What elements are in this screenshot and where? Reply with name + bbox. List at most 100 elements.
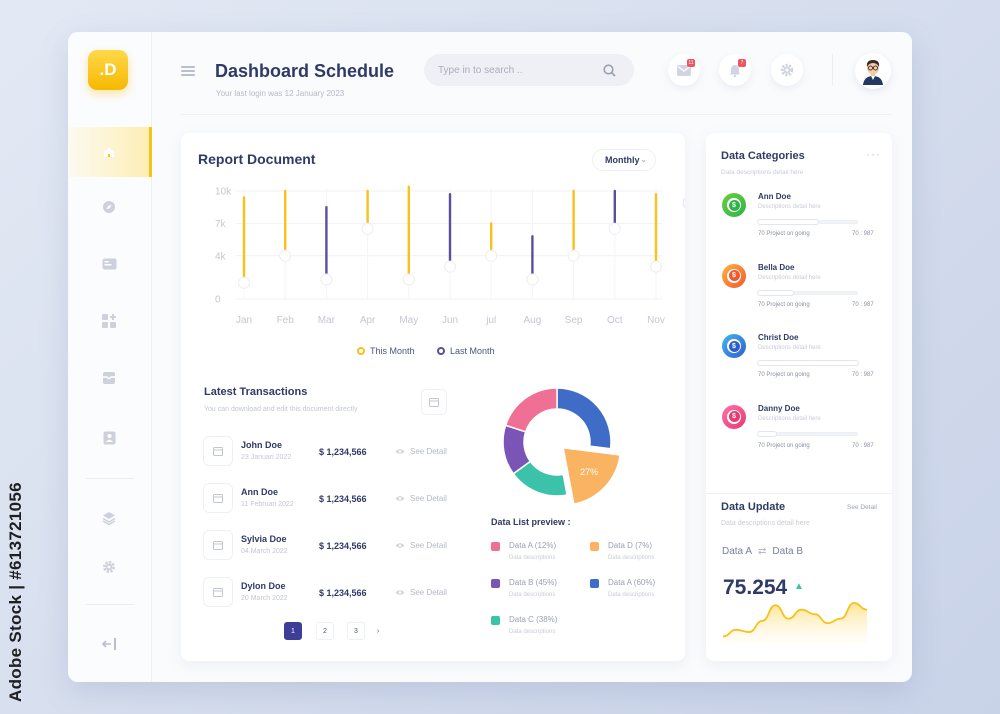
donut-slice-label: 27%: [580, 467, 598, 477]
period-dropdown[interactable]: Monthly ⌄: [592, 149, 656, 171]
chart-marker: [526, 273, 539, 286]
color-swatch: [491, 542, 500, 551]
search-input[interactable]: [438, 62, 588, 78]
see-detail-link[interactable]: See Detail: [395, 588, 447, 597]
see-detail-label: See Detail: [410, 541, 447, 550]
category-item[interactable]: $ Christ Doe Descriptions detail here 70 Pr…: [722, 333, 882, 394]
see-detail-label: See Detail: [410, 494, 447, 503]
category-meta: 70 Project on going: [758, 231, 810, 237]
calendar-button[interactable]: [421, 389, 447, 415]
category-item[interactable]: $ Bella Doe Descriptions detail here 70 Pro…: [722, 262, 882, 324]
see-detail-link[interactable]: See Detail: [395, 541, 447, 550]
data-list-label: Data D (7%): [608, 541, 653, 550]
search-icon[interactable]: [603, 64, 616, 77]
sparkline-area: [723, 603, 867, 645]
card-icon: [102, 258, 116, 270]
category-name: Bella Doe: [758, 262, 795, 272]
y-tick-label: 7k: [215, 219, 227, 230]
page-1-button[interactable]: 1: [284, 622, 302, 640]
sparkline-line: [722, 602, 868, 638]
data-list-title: Data List preview :: [491, 517, 571, 527]
search-bar[interactable]: [424, 54, 634, 86]
chart-scroll-handle: [682, 197, 685, 209]
x-tick-label: Nov: [647, 315, 665, 326]
sidebar-item-contacts[interactable]: [101, 430, 117, 446]
category-meta: 70 Project on going: [758, 442, 810, 449]
sidebar-item-layers[interactable]: [101, 510, 117, 526]
sidebar-divider: [86, 604, 134, 605]
calendar-icon: [203, 530, 233, 560]
bell-icon: [729, 64, 741, 77]
x-tick-label: Jun: [442, 315, 458, 326]
transaction-name: Sylvia Doe: [241, 534, 287, 544]
transaction-amount: $ 1,234,566: [319, 588, 367, 598]
transaction-name: John Doe: [241, 440, 283, 450]
swap-icon[interactable]: ⇄: [758, 546, 767, 557]
sidebar-item-explore[interactable]: [101, 199, 117, 215]
color-swatch: [491, 616, 500, 625]
category-progress-fill: [758, 361, 858, 365]
transaction-name: Dylon Doe: [241, 581, 286, 591]
more-options-icon[interactable]: ···: [866, 147, 881, 161]
gear-icon: [103, 561, 115, 573]
chart-marker: [608, 222, 621, 235]
x-tick-label: Mar: [318, 315, 336, 326]
legend-last-month[interactable]: Last Month: [437, 346, 495, 356]
contact-icon: [103, 431, 115, 445]
eye-icon: [395, 496, 405, 501]
sidebar-item-inbox[interactable]: [101, 370, 117, 386]
see-detail-link[interactable]: See Detail: [395, 494, 447, 503]
eye-icon: [395, 543, 405, 548]
page-2-button[interactable]: 2: [316, 622, 334, 640]
page-3-button[interactable]: 3: [347, 622, 365, 640]
dashboard-window: .D Dashboard Schedu: [68, 32, 912, 682]
app-logo[interactable]: .D: [88, 50, 128, 90]
see-detail-label: See Detail: [410, 588, 447, 597]
transaction-amount: $ 1,234,566: [319, 447, 367, 457]
chart-marker: [238, 276, 250, 289]
category-item[interactable]: $ Ann Doe Descriptions detail here 70 Proje…: [722, 192, 882, 253]
dollar-coin-icon: $: [722, 193, 746, 217]
category-ratio: 70 : 987: [852, 442, 874, 449]
user-avatar[interactable]: [855, 53, 891, 89]
sidebar-item-cards[interactable]: [101, 256, 117, 272]
donut-slice: [504, 387, 558, 433]
chart-marker: [650, 260, 662, 273]
stock-id-label: Adobe Stock | #613721056: [6, 482, 25, 702]
report-card: Report Document Monthly ⌄ 0 4k 7k 10k Jan Feb…: [181, 133, 685, 661]
compare-to: Data B: [772, 546, 803, 557]
category-progress: [758, 220, 858, 224]
chart-marker: [279, 249, 292, 262]
transaction-row: Sylvia Doe 04 March 2022 $ 1,234,566 See De…: [203, 530, 453, 560]
sidebar-item-logout[interactable]: [101, 636, 117, 652]
transaction-row: Dylon Doe 20 March 2022 $ 1,234,566 See Det…: [203, 577, 453, 607]
data-list-desc: Data descriptions: [509, 555, 556, 561]
sidebar-item-home[interactable]: [101, 144, 117, 160]
category-progress: [758, 290, 858, 295]
calendar-icon: [203, 577, 233, 607]
mail-button[interactable]: 11: [668, 54, 700, 86]
legend-dot-icon: [437, 347, 445, 355]
transaction-row: Ann Doe 11 Februari 2022 $ 1,234,566 See De…: [203, 483, 453, 513]
data-list-desc: Data descriptions: [608, 592, 655, 598]
category-item[interactable]: $ Danny Doe Descriptions detail here 70 Pro…: [722, 404, 882, 465]
next-page-button[interactable]: ›: [369, 622, 387, 640]
settings-button[interactable]: [771, 54, 803, 86]
user-avatar-icon: [863, 60, 883, 85]
transaction-date: 04 March 2022: [241, 548, 288, 555]
see-detail-link[interactable]: See Detail: [395, 447, 447, 456]
update-see-detail-link[interactable]: See Detail: [847, 504, 877, 511]
sidebar-item-settings[interactable]: [101, 559, 117, 575]
transaction-date: 20 March 2022: [241, 595, 288, 602]
categories-subtitle: Data descriptions detail here: [721, 169, 804, 176]
legend-this-month[interactable]: This Month: [357, 346, 415, 356]
data-list-label: Data C (38%): [509, 615, 558, 624]
chart-marker: [361, 222, 374, 235]
update-title: Data Update: [721, 501, 786, 513]
gear-icon: [780, 63, 794, 77]
categories-card: Data Categories Data descriptions detail…: [706, 133, 892, 661]
data-list-label: Data A (12%): [509, 541, 557, 550]
notifications-button[interactable]: 7: [719, 54, 751, 86]
hamburger-menu-icon[interactable]: [181, 66, 195, 76]
sidebar-item-apps[interactable]: [101, 313, 117, 329]
